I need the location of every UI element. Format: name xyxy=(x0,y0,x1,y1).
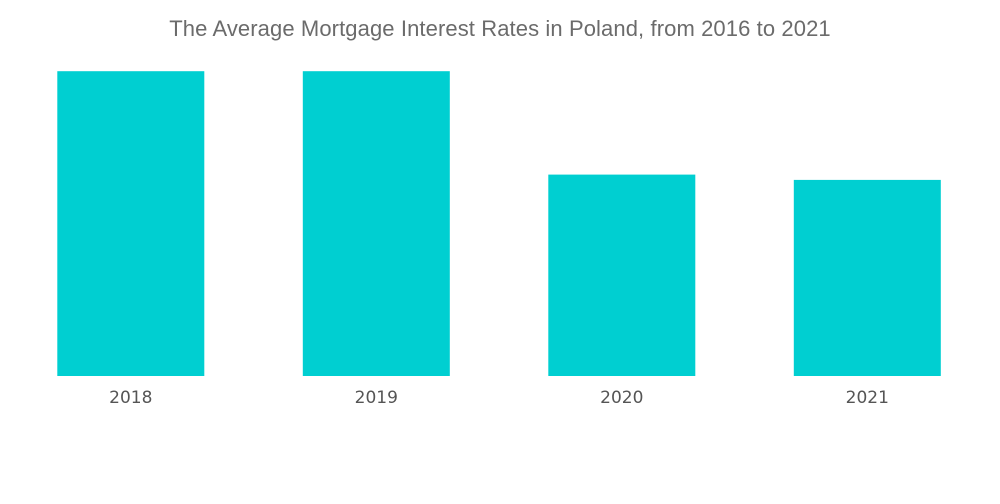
x-tick-label-2021: 2021 xyxy=(846,388,889,408)
bars-group xyxy=(57,71,941,376)
bar-2020 xyxy=(548,174,696,376)
chart-title: The Average Mortgage Interest Rates in P… xyxy=(169,16,831,41)
x-tick-labels: 2018 2019 2020 2021 xyxy=(109,388,889,408)
x-tick-label-2020: 2020 xyxy=(600,388,643,408)
x-tick-label-2018: 2018 xyxy=(109,388,152,408)
bar-2018 xyxy=(57,71,205,376)
bar-2021 xyxy=(793,179,941,376)
bar-2019 xyxy=(302,71,450,376)
x-tick-label-2019: 2019 xyxy=(355,388,398,408)
